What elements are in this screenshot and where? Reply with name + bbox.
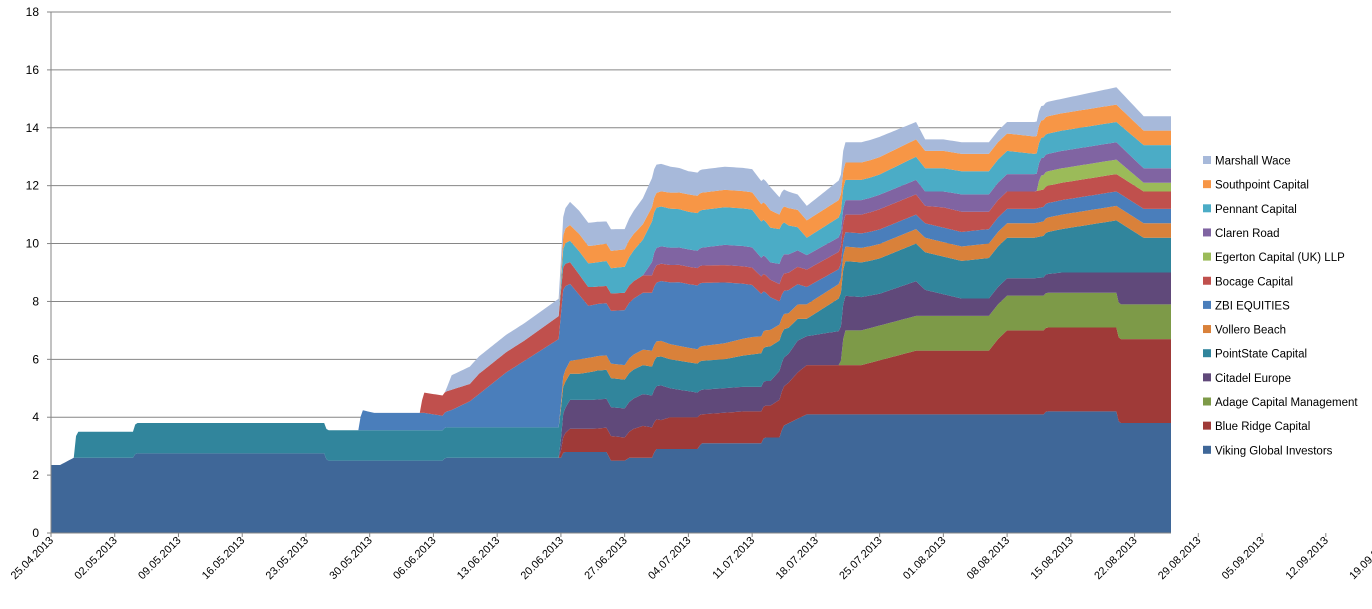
legend-label: Marshall Wace xyxy=(1215,156,1291,168)
x-tick-label: 15.08.2013 xyxy=(1029,535,1076,582)
x-tick-label: 16.05.2013 xyxy=(200,535,247,582)
x-tick-label: 29.08.2013 xyxy=(1156,535,1203,582)
x-tick-label: 20.06.2013 xyxy=(519,535,566,582)
legend-item: Viking Global Investors xyxy=(1203,445,1333,457)
legend-label: Southpoint Capital xyxy=(1215,180,1309,192)
x-tick-label: 06.06.2013 xyxy=(391,535,438,582)
legend-swatch xyxy=(1203,421,1211,430)
legend-label: Blue Ridge Capital xyxy=(1215,421,1310,433)
y-tick-label: 14 xyxy=(26,121,40,135)
legend-item: Adage Capital Management xyxy=(1203,397,1358,409)
x-tick-label: 22.08.2013 xyxy=(1092,535,1139,582)
x-tick-label: 12.09.2013 xyxy=(1283,535,1330,582)
area-citadel-europe xyxy=(51,272,1171,465)
legend-swatch xyxy=(1203,228,1211,237)
legend-label: Claren Road xyxy=(1215,228,1280,240)
y-tick-label: 10 xyxy=(26,237,40,251)
legend-swatch xyxy=(1203,276,1211,285)
legend-item: Blue Ridge Capital xyxy=(1203,421,1310,433)
x-tick-label: 08.08.2013 xyxy=(965,535,1012,582)
area-series-group xyxy=(51,87,1171,533)
x-tick-label: 25.07.2013 xyxy=(837,535,884,582)
legend-label: Viking Global Investors xyxy=(1215,445,1333,457)
y-tick-label: 12 xyxy=(26,179,40,193)
x-axis-tick-labels: 25.04.2013 02.05.2013 09.05.2013 16.05.2013… xyxy=(9,533,1372,582)
legend-item: Bocage Capital xyxy=(1203,276,1293,288)
legend-label: Bocage Capital xyxy=(1215,276,1293,288)
legend-item: PointState Capital xyxy=(1203,349,1307,361)
x-tick-label: 25.04.2013 xyxy=(9,535,56,582)
legend-label: Vollero Beach xyxy=(1215,325,1286,337)
y-tick-label: 16 xyxy=(26,63,40,77)
legend: Marshall Wace Southpoint Capital Pennant C… xyxy=(1203,156,1358,457)
x-tick-label: 02.05.2013 xyxy=(72,535,119,582)
legend-swatch xyxy=(1203,252,1211,261)
axes xyxy=(50,12,1171,534)
x-tick-label: 23.05.2013 xyxy=(264,535,311,582)
x-tick-label: 04.07.2013 xyxy=(646,535,693,582)
legend-swatch xyxy=(1203,397,1211,406)
legend-swatch xyxy=(1203,180,1211,189)
x-tick-label: 01.08.2013 xyxy=(901,535,948,582)
y-tick-label: 4 xyxy=(32,410,39,424)
legend-swatch xyxy=(1203,300,1211,309)
legend-item: Southpoint Capital xyxy=(1203,180,1309,192)
x-tick-label: 19.09.2013 xyxy=(1347,535,1372,582)
x-tick-label: 13.06.2013 xyxy=(455,535,502,582)
y-tick-label: 2 xyxy=(32,468,39,482)
x-tick-label: 30.05.2013 xyxy=(327,535,374,582)
legend-label: Pennant Capital xyxy=(1215,204,1297,216)
y-axis-tick-labels: 0 2 4 6 8 10 12 14 16 18 xyxy=(26,5,51,540)
legend-swatch xyxy=(1203,156,1211,164)
legend-label: Citadel Europe xyxy=(1215,373,1291,385)
legend-item: Vollero Beach xyxy=(1203,325,1286,337)
area-blue-ridge-capital xyxy=(51,327,1171,465)
legend-label: Egerton Capital (UK) LLP xyxy=(1215,252,1345,264)
x-tick-label: 18.07.2013 xyxy=(774,535,821,582)
legend-item: Pennant Capital xyxy=(1203,204,1297,216)
legend-swatch xyxy=(1203,325,1211,334)
legend-label: Adage Capital Management xyxy=(1215,397,1358,409)
legend-swatch xyxy=(1203,349,1211,358)
x-tick-label: 11.07.2013 xyxy=(710,535,757,582)
legend-item: Citadel Europe xyxy=(1203,373,1291,385)
y-tick-label: 0 xyxy=(32,526,39,540)
area-pointstate-capital xyxy=(51,220,1171,465)
legend-label: ZBI EQUITIES xyxy=(1215,300,1290,312)
y-tick-label: 6 xyxy=(32,352,39,366)
x-tick-label: 27.06.2013 xyxy=(582,535,629,582)
x-tick-label: 05.09.2013 xyxy=(1220,535,1267,582)
area-viking-global-investors xyxy=(51,411,1171,533)
legend-item: Marshall Wace xyxy=(1203,156,1291,168)
legend-swatch xyxy=(1203,204,1211,213)
legend-label: PointState Capital xyxy=(1215,349,1307,361)
y-tick-label: 8 xyxy=(32,294,39,308)
legend-item: Claren Road xyxy=(1203,228,1280,240)
legend-item: Egerton Capital (UK) LLP xyxy=(1203,252,1345,264)
x-tick-label: 09.05.2013 xyxy=(136,535,183,582)
area-adage-capital-management xyxy=(51,292,1171,465)
y-tick-label: 18 xyxy=(26,5,40,19)
legend-swatch xyxy=(1203,373,1211,382)
legend-item: ZBI EQUITIES xyxy=(1203,300,1290,312)
area-zbi-equities xyxy=(51,191,1171,465)
legend-swatch xyxy=(1203,445,1211,454)
